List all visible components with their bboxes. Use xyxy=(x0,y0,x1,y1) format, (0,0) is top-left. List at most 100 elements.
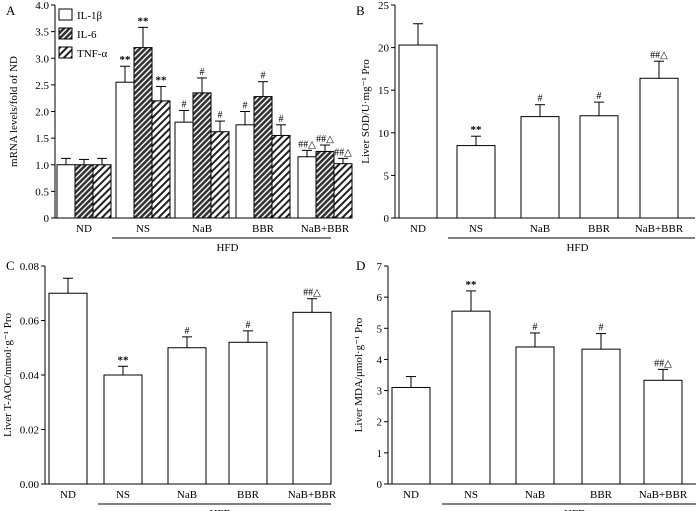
y-tick-label: 7 xyxy=(377,261,383,273)
y-axis-label: Liver T-AOC/mmol·g⁻¹ Pro xyxy=(2,313,14,437)
y-tick-label: 0.04 xyxy=(20,370,40,382)
bar-nd xyxy=(398,44,438,219)
x-tick-label: BBR xyxy=(237,489,260,501)
bar-bbr xyxy=(579,115,619,219)
legend-label: IL-6 xyxy=(77,29,97,41)
group-label: HFD xyxy=(209,508,231,511)
y-tick-label: 0.5 xyxy=(35,186,49,198)
significance-label: ** xyxy=(138,15,150,27)
y-tick-label: 0.08 xyxy=(20,261,40,273)
bar-nabbbr xyxy=(292,311,332,485)
x-tick-label: NS xyxy=(136,223,150,235)
bar-il6-bbr xyxy=(253,96,273,219)
legend-label: TNF-α xyxy=(77,48,107,60)
bar-il6-nab xyxy=(192,92,212,219)
x-tick-label: NaB xyxy=(530,223,550,235)
x-tick-label: ND xyxy=(76,223,92,235)
significance-label: ##△ xyxy=(654,358,672,369)
y-tick-label: 2 xyxy=(377,417,383,429)
y-tick-label: 3.0 xyxy=(35,53,49,65)
bar-tnf-ns xyxy=(151,100,171,219)
bar-bbr xyxy=(228,341,268,485)
y-tick-label: 1.0 xyxy=(35,160,49,172)
x-tick-label: NS xyxy=(116,489,130,501)
x-tick-label: ND xyxy=(410,223,426,235)
y-tick-label: 5 xyxy=(384,170,390,182)
y-tick-label: 3.5 xyxy=(35,27,49,39)
bar-il1-nabbbr xyxy=(297,156,317,219)
significance-label: ** xyxy=(156,74,168,86)
significance-label: ##△ xyxy=(650,50,668,61)
bar-nabbbr xyxy=(639,77,679,219)
y-tick-label: 0 xyxy=(377,479,383,491)
panel-letter: B xyxy=(356,3,365,18)
y-tick-label: 1.5 xyxy=(35,133,49,145)
significance-label: # xyxy=(218,110,223,121)
x-tick-label: NaB+BBR xyxy=(288,489,337,501)
bar-il1-bbr xyxy=(235,124,255,219)
y-tick-label: 20 xyxy=(378,43,390,55)
y-tick-label: 0.02 xyxy=(20,425,39,437)
y-tick-label: 4.0 xyxy=(35,0,49,12)
legend: IL-1β IL-6 TNF-α xyxy=(58,8,107,60)
significance-label: # xyxy=(538,94,543,105)
bar-nd xyxy=(48,292,88,485)
bar-nab xyxy=(515,346,555,485)
group-label: HFD xyxy=(566,242,588,254)
x-tick-label: NaB+BBR xyxy=(639,489,688,501)
y-tick-label: 6 xyxy=(377,292,383,304)
y-tick-label: 0 xyxy=(384,213,390,225)
panel-b: B 0 5 10 15 20 25 Liver SOD/U·mg⁻¹ Pro ND ** NS # Na… xyxy=(356,0,695,254)
significance-label: # xyxy=(597,91,602,102)
bar-il1-nab xyxy=(174,121,194,219)
significance-label: # xyxy=(533,322,538,333)
bar-tnf-nab xyxy=(210,131,230,219)
bar-il1-ns xyxy=(115,81,135,219)
panel-a: A 0 0.5 1.0 1.5 2.0 2.5 3.0 3.5 4.0 mRNA levels/fo… xyxy=(6,0,353,254)
significance-label: # xyxy=(261,71,266,82)
y-axis-label: Liver MDA/μmol·g⁻¹ Pro xyxy=(353,317,365,432)
x-tick-label: NS xyxy=(469,223,483,235)
x-tick-label: NaB+BBR xyxy=(635,223,684,235)
y-tick-label: 0.06 xyxy=(20,316,40,328)
legend-swatch xyxy=(58,8,73,21)
y-axis-label: mRNA levels/fold of ND xyxy=(8,56,20,167)
x-tick-label: NaB xyxy=(525,489,545,501)
significance-label: # xyxy=(185,326,190,337)
panel-c: C 0.00 0.02 0.04 0.06 0.08 Liver T-AOC/mmol·g⁻… xyxy=(2,258,337,511)
bar-tnf-bbr xyxy=(271,134,291,219)
y-axis-label: Liver SOD/U·mg⁻¹ Pro xyxy=(360,59,372,164)
x-tick-label: NaB xyxy=(192,223,212,235)
x-tick-label: BBR xyxy=(588,223,611,235)
significance-label: # xyxy=(243,101,248,112)
bar-il6-nabbbr xyxy=(315,150,335,219)
bar-nd xyxy=(391,386,431,485)
legend-swatch xyxy=(58,46,73,59)
panel-d: D 0 1 2 3 4 5 6 7 Liver MDA/μmol·g⁻¹ Pro ND ** NS # Na… xyxy=(353,258,696,511)
y-tick-label: 0 xyxy=(44,213,50,225)
panel-letter: D xyxy=(356,258,365,273)
y-tick-label: 2.5 xyxy=(35,80,49,92)
x-tick-label: ND xyxy=(403,489,419,501)
y-tick-label: 5 xyxy=(377,323,383,335)
legend-swatch xyxy=(58,27,73,40)
bar-il1-nd xyxy=(56,164,76,219)
y-tick-label: 25 xyxy=(378,0,390,12)
x-tick-label: NS xyxy=(464,489,478,501)
significance-label: # xyxy=(279,114,284,125)
x-tick-label: BBR xyxy=(252,223,275,235)
bar-ns xyxy=(451,310,491,485)
y-tick-label: 1 xyxy=(377,448,383,460)
bar-ns xyxy=(456,145,496,219)
bar-tnf-nd xyxy=(92,164,112,219)
significance-label: ** xyxy=(471,124,483,136)
significance-label: ##△ xyxy=(303,288,321,299)
bar-nabbbr xyxy=(643,379,683,485)
significance-label: ** xyxy=(118,354,130,366)
y-tick-label: 15 xyxy=(378,85,390,97)
y-tick-label: 3 xyxy=(377,386,383,398)
x-tick-label: NaB+BBR xyxy=(301,223,350,235)
significance-label: ##△ xyxy=(316,134,334,145)
bar-nab xyxy=(520,116,560,219)
y-tick-label: 0.00 xyxy=(20,479,40,491)
